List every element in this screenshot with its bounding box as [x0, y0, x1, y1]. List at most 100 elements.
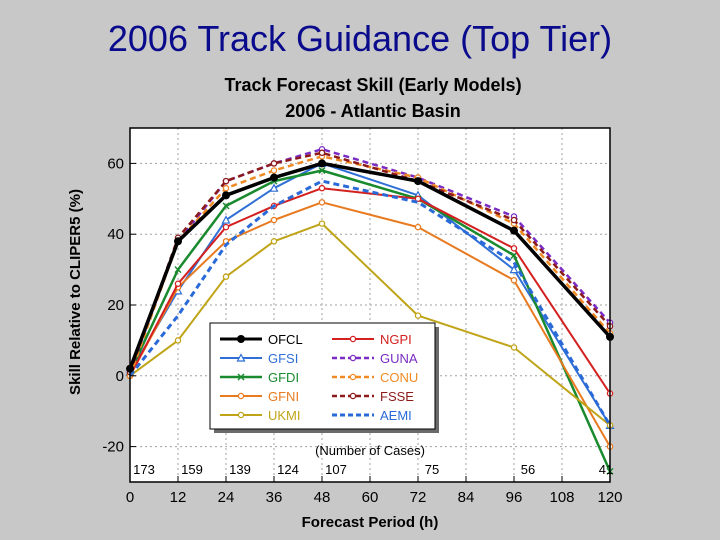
series-line-fsse [128, 151, 611, 373]
legend-label-gfsi: GFSI [268, 351, 298, 366]
point-conu [270, 167, 278, 174]
legend-item-fsse: FSSE [332, 389, 414, 404]
point-conu [222, 184, 230, 192]
legend-item-guna: GUNA [332, 351, 418, 366]
legend-label-gfni: GFNI [268, 389, 299, 404]
series-line-gfni [129, 201, 611, 448]
y-tick-label: 60 [107, 155, 124, 172]
y-axis-label: Skill Relative to CLIPER5 (%) [67, 189, 84, 395]
legend-item-aemi: AEMI [332, 408, 412, 423]
legend-label-ngpi: NGPI [380, 332, 412, 347]
point-fsse [222, 177, 230, 185]
y-tick-label: 20 [107, 297, 124, 314]
x-tick-label: 72 [410, 489, 427, 506]
series-line-gfdi [128, 169, 612, 472]
legend-label-guna: GUNA [380, 351, 418, 366]
y-tick-label: 0 [116, 368, 124, 385]
x-tick-label: 60 [362, 489, 379, 506]
case-count: 124 [277, 462, 299, 477]
point-gfni [510, 276, 518, 284]
legend-label-fsse: FSSE [380, 389, 414, 404]
series-line-ngpi [129, 187, 611, 395]
legend-label-ofcl: OFCL [268, 332, 303, 347]
legend-marker-gfsi [236, 353, 246, 362]
legend-item-ukmi: UKMI [220, 408, 301, 423]
point-gfsi [269, 183, 279, 192]
point-ukmi [318, 220, 326, 227]
x-tick-label: 120 [597, 489, 622, 506]
point-ukmi [174, 337, 182, 344]
x-tick-label: 36 [266, 489, 283, 506]
point-ngpi [174, 280, 182, 288]
point-gfni [318, 199, 326, 206]
legend-marker-ukmi [237, 411, 245, 419]
x-tick-label: 12 [170, 489, 187, 506]
point-ofcl [510, 226, 518, 235]
series-line-ukmi [129, 222, 611, 427]
point-gfdi [510, 251, 518, 259]
x-tick-label: 108 [549, 489, 574, 506]
series-ngpi [126, 184, 614, 397]
cases-caption: (Number of Cases) [315, 443, 425, 458]
point-ukmi [414, 312, 422, 319]
case-count: 41 [599, 462, 613, 477]
case-count: 56 [521, 462, 535, 477]
point-ukmi [270, 238, 278, 245]
legend-marker-guna [349, 354, 357, 362]
y-tick-label: 40 [107, 226, 124, 243]
y-tick-label: -20 [102, 439, 124, 456]
chart-title: Track Forecast Skill (Early Models) [224, 75, 521, 95]
legend-item-gfdi: GFDI [220, 370, 299, 385]
legend-item-gfsi: GFSI [220, 351, 298, 366]
point-ofcl [270, 173, 278, 182]
legend-label-ukmi: UKMI [268, 408, 301, 423]
legend-marker-fsse [349, 392, 357, 400]
legend-marker-gfdi [237, 373, 245, 381]
slide-title: 2006 Track Guidance (Top Tier) [107, 18, 613, 59]
series-layer [125, 145, 615, 475]
case-count: 139 [229, 462, 251, 477]
chart-subtitle: 2006 - Atlantic Basin [285, 101, 460, 121]
point-fsse [270, 160, 278, 167]
point-ukmi [222, 273, 230, 280]
point-gfsi [509, 264, 519, 274]
point-ngpi [222, 223, 230, 231]
legend-item-gfni: GFNI [220, 389, 299, 404]
point-gfdi [174, 266, 182, 274]
point-gfdi [318, 166, 326, 175]
point-ukmi [510, 344, 518, 351]
legend-marker-ofcl [237, 335, 245, 343]
tick-layer: 0 12 24 36 48 60 72 84 96 108 120 -20 0 20 40 60 [102, 155, 622, 506]
cases-annotations: (Number of Cases) 173 159 139 124 107 75 56 41 [133, 443, 613, 477]
series-ukmi [126, 220, 614, 429]
case-count: 75 [425, 462, 439, 477]
series-line-ofcl [128, 161, 612, 370]
point-ngpi [318, 184, 326, 192]
x-tick-label: 48 [314, 489, 331, 506]
point-fsse [318, 149, 326, 157]
point-gfsi [221, 215, 231, 224]
point-ofcl [222, 191, 230, 200]
series-aemi [128, 179, 612, 427]
x-axis-label: Forecast Period (h) [302, 514, 439, 531]
x-tick-label: 24 [218, 489, 235, 506]
legend-marker-ngpi [349, 335, 357, 343]
x-tick-label: 96 [506, 489, 523, 506]
point-gfni [414, 223, 422, 231]
x-tick-label: 84 [458, 489, 475, 506]
legend-item-conu: CONU [332, 370, 418, 385]
legend: OFCL GFSI GFDI GFNI UKMI NGPI GUNA CONU FSSE AEMI [209, 322, 439, 433]
legend-item-ngpi: NGPI [332, 332, 412, 347]
case-count: 173 [133, 462, 155, 477]
case-count: 159 [181, 462, 203, 477]
x-tick-label: 0 [126, 489, 134, 506]
legend-marker-conu [349, 373, 357, 381]
point-fsse [510, 216, 518, 224]
point-ngpi [414, 195, 422, 203]
legend-label-gfdi: GFDI [268, 370, 299, 385]
point-gfdi [222, 202, 230, 210]
series-line-aemi [128, 179, 612, 427]
point-ngpi [510, 245, 518, 252]
legend-item-ofcl: OFCL [220, 332, 303, 347]
point-ofcl [414, 177, 422, 186]
